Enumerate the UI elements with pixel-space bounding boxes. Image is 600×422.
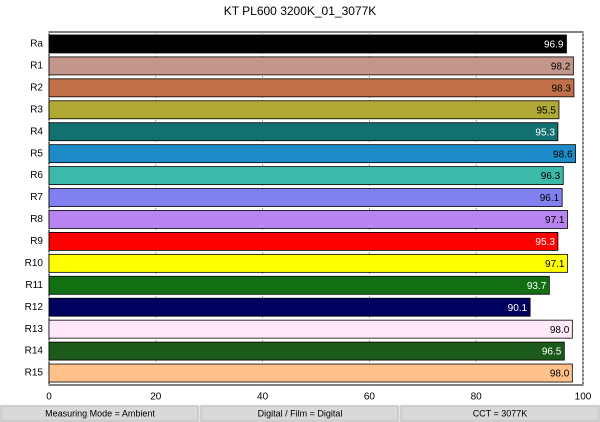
bar: [48, 100, 560, 120]
x-tick-label: 40: [257, 392, 269, 403]
value-label: 95.3: [535, 237, 555, 248]
status-cell: [0, 405, 199, 422]
bar: [48, 166, 564, 185]
y-tick-label: R4: [30, 126, 43, 137]
value-label: 95.3: [535, 127, 555, 138]
bar: [48, 210, 568, 229]
value-label: 98.2: [551, 62, 571, 73]
y-tick-label: R15: [25, 368, 44, 379]
value-label: 96.9: [544, 40, 564, 51]
y-tick-label: Ra: [30, 39, 43, 50]
value-label: 96.1: [540, 193, 560, 204]
value-label: 96.3: [541, 171, 561, 182]
value-label: 93.7: [527, 281, 547, 292]
bar: [48, 297, 531, 317]
bar: [48, 34, 567, 54]
bar: [48, 122, 559, 142]
y-tick-label: R7: [30, 192, 43, 203]
y-tick-label: R14: [25, 346, 44, 357]
value-label: 97.1: [545, 259, 565, 270]
value-label: 95.5: [537, 105, 557, 116]
bar: [48, 144, 576, 164]
status-text: Digital / Film = Digital: [258, 408, 343, 418]
x-tick-label: 20: [150, 392, 162, 403]
status-text: CCT = 3077K: [473, 408, 528, 418]
x-tick-label: 0: [46, 392, 52, 403]
bar: [48, 341, 565, 361]
value-label: 90.1: [508, 303, 528, 314]
y-tick-label: R11: [25, 280, 43, 291]
value-label: 96.5: [542, 347, 562, 358]
x-tick-label: 80: [471, 392, 483, 403]
y-tick-label: R9: [30, 236, 43, 247]
bar: [48, 78, 575, 98]
bar: [48, 275, 550, 295]
bar: [48, 188, 563, 207]
bar: [48, 363, 573, 383]
bar: [48, 56, 574, 76]
x-tick-label: 100: [575, 392, 592, 403]
status-cell: [400, 405, 600, 422]
value-label: 98.3: [551, 83, 571, 94]
y-tick-label: R5: [30, 148, 43, 159]
x-tick-label: 60: [364, 392, 376, 403]
value-label: 98.0: [550, 325, 570, 336]
y-tick-label: R2: [30, 82, 43, 93]
y-tick-label: R13: [25, 324, 44, 335]
bar: [48, 232, 559, 251]
status-cell: [200, 405, 399, 422]
bar: [48, 319, 573, 339]
value-label: 98.0: [550, 369, 570, 380]
y-tick-label: R6: [30, 170, 43, 181]
value-label: 97.1: [545, 215, 565, 226]
chart-title: KT PL600 3200K_01_3077K: [224, 4, 377, 18]
y-tick-label: R3: [30, 104, 43, 115]
y-tick-label: R10: [25, 258, 44, 269]
y-tick-label: R1: [30, 61, 43, 72]
bar: [48, 253, 568, 273]
y-tick-label: R8: [30, 214, 43, 225]
value-label: 98.6: [553, 149, 573, 160]
status-text: Measuring Mode = Ambient: [45, 408, 155, 418]
y-tick-label: R12: [25, 302, 44, 313]
